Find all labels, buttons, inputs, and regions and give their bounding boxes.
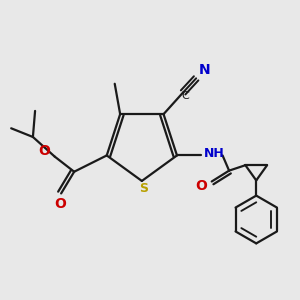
Text: S: S <box>140 182 148 195</box>
Text: N: N <box>199 63 211 76</box>
Text: NH: NH <box>203 147 224 160</box>
Text: O: O <box>54 197 66 211</box>
Text: O: O <box>38 144 50 158</box>
Text: C: C <box>182 91 189 101</box>
Text: O: O <box>195 179 207 193</box>
